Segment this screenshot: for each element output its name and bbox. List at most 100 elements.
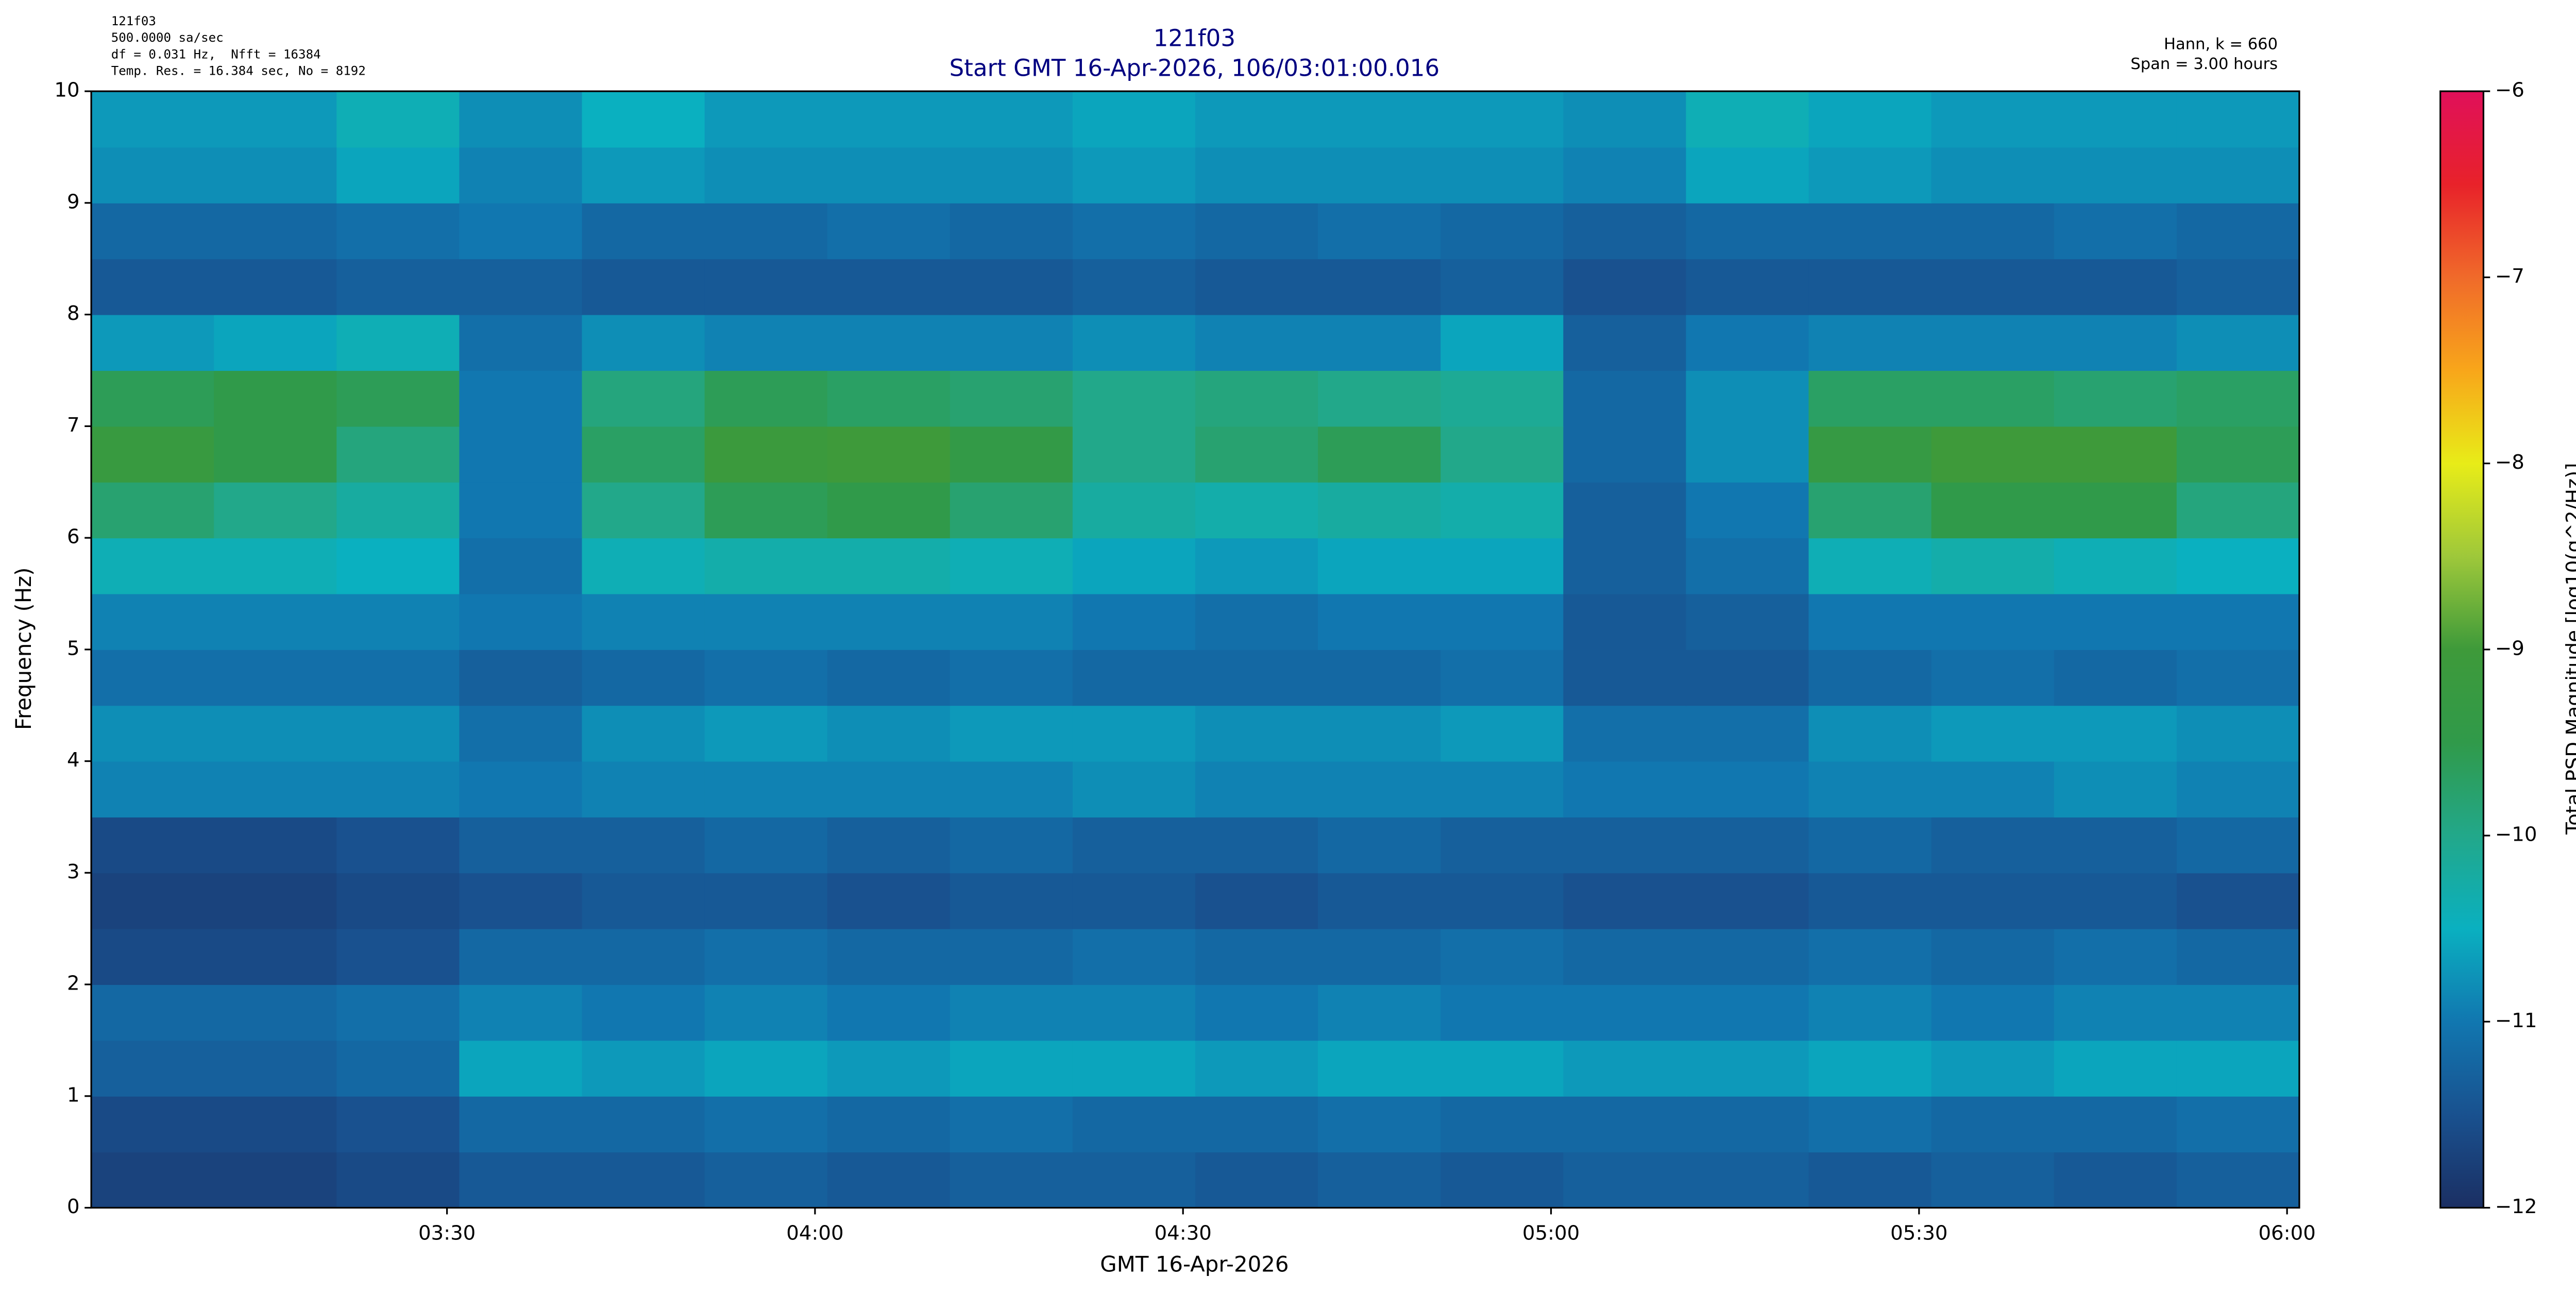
- heat-cell: [582, 761, 705, 818]
- heat-cell: [214, 1152, 337, 1208]
- heat-cell: [1440, 873, 1564, 929]
- heat-cell: [827, 91, 951, 148]
- heat-cell: [214, 928, 337, 985]
- heat-cell: [1318, 649, 1442, 706]
- colorbar-tick-label: −6: [2495, 79, 2524, 102]
- heat-cell: [214, 426, 337, 483]
- heat-cell: [1440, 1040, 1564, 1097]
- heat-cell: [91, 147, 215, 203]
- heat-cell: [827, 426, 951, 483]
- heat-cell: [1072, 593, 1196, 650]
- heat-cell: [704, 426, 828, 483]
- heat-cell: [582, 1040, 705, 1097]
- heat-cell: [214, 482, 337, 539]
- heat-cell: [214, 761, 337, 818]
- chart-subtitle: Start GMT 16-Apr-2026, 106/03:01:00.016: [950, 54, 1440, 81]
- heat-cell: [1072, 259, 1196, 315]
- heat-cell: [1931, 314, 2055, 371]
- heat-cell: [827, 593, 951, 650]
- heat-cell: [336, 91, 460, 148]
- info-left: df = 0.031 Hz, Nfft = 16384: [111, 47, 321, 61]
- heat-cell: [1808, 538, 1932, 594]
- colorbar-fill: [2439, 90, 2484, 1209]
- heat-cell: [336, 984, 460, 1041]
- heat-cell: [459, 816, 583, 874]
- heat-cell: [704, 705, 828, 762]
- heat-cell: [1808, 314, 1932, 371]
- heat-cell: [1440, 593, 1564, 650]
- x-tick-label: 03:30: [418, 1222, 476, 1245]
- heat-cell: [459, 1096, 583, 1153]
- heat-cell: [459, 147, 583, 203]
- heat-cell: [950, 1040, 1073, 1097]
- heat-cell: [214, 873, 337, 929]
- heat-cell: [1440, 1152, 1564, 1208]
- heat-cell: [336, 538, 460, 594]
- heat-cell: [1808, 649, 1932, 706]
- heat-cell: [1808, 761, 1932, 818]
- heat-cell: [2176, 370, 2300, 427]
- heat-cell: [91, 370, 215, 427]
- heat-cell: [214, 314, 337, 371]
- heat-cell: [1808, 928, 1932, 985]
- heat-cell: [827, 147, 951, 203]
- heat-cell: [2176, 816, 2300, 874]
- heat-cell: [1931, 91, 2055, 148]
- heat-cell: [704, 202, 828, 260]
- y-tick-label: 6: [67, 525, 80, 549]
- heat-cell: [1195, 1096, 1319, 1153]
- heat-cell: [1563, 873, 1687, 929]
- heat-cell: [582, 984, 705, 1041]
- heat-cell: [91, 538, 215, 594]
- heat-cell: [704, 816, 828, 874]
- heat-cell: [1072, 984, 1196, 1041]
- heat-cell: [1440, 984, 1564, 1041]
- heat-cell: [1072, 482, 1196, 539]
- heat-cell: [2054, 649, 2177, 706]
- heat-cell: [1563, 482, 1687, 539]
- heat-cell: [1072, 370, 1196, 427]
- colorbar-tick-label: −8: [2495, 451, 2524, 474]
- heat-cell: [1563, 705, 1687, 762]
- x-tick-label: 05:30: [1890, 1222, 1947, 1245]
- heat-cell: [950, 1152, 1073, 1208]
- heat-cell: [459, 1152, 583, 1208]
- heat-cell: [1931, 482, 2055, 539]
- heat-cell: [459, 984, 583, 1041]
- heat-cell: [214, 649, 337, 706]
- heat-cell: [582, 202, 705, 260]
- heat-cell: [1072, 761, 1196, 818]
- heat-cell: [582, 873, 705, 929]
- heat-cell: [1931, 259, 2055, 315]
- heat-cell: [1072, 649, 1196, 706]
- heat-cell: [1440, 1096, 1564, 1153]
- heat-cell: [2176, 91, 2300, 148]
- heat-cell: [1686, 538, 1809, 594]
- heat-cell: [459, 1040, 583, 1097]
- heat-cell: [459, 705, 583, 762]
- heat-cell: [2054, 928, 2177, 985]
- heat-cell: [704, 370, 828, 427]
- y-tick-label: 9: [67, 190, 80, 213]
- heat-cell: [1931, 370, 2055, 427]
- heat-cell: [827, 259, 951, 315]
- heat-cell: [1563, 984, 1687, 1041]
- heat-cell: [459, 593, 583, 650]
- heat-cell: [827, 1040, 951, 1097]
- heat-cell: [827, 928, 951, 985]
- heat-cell: [1931, 1152, 2055, 1208]
- heat-cell: [827, 538, 951, 594]
- heat-cell: [1563, 649, 1687, 706]
- heat-cell: [1563, 147, 1687, 203]
- heat-cell: [336, 314, 460, 371]
- heat-cell: [827, 1152, 951, 1208]
- heat-cell: [1195, 928, 1319, 985]
- heat-cell: [214, 147, 337, 203]
- heat-cell: [91, 984, 215, 1041]
- heat-cell: [950, 314, 1073, 371]
- heat-cell: [336, 593, 460, 650]
- heat-cell: [1440, 91, 1564, 148]
- heat-cell: [582, 370, 705, 427]
- heat-cell: [459, 202, 583, 260]
